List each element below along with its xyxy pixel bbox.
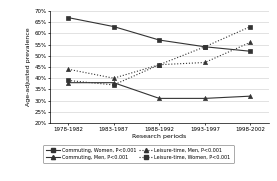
Y-axis label: Age-adjusted prevalence: Age-adjusted prevalence	[27, 28, 32, 106]
Legend: Commuting, Women, P<0.001, Commuting, Men, P<0.001, Leisure-time, Men, P<0.001, : Commuting, Women, P<0.001, Commuting, Me…	[43, 145, 234, 163]
X-axis label: Research periods: Research periods	[132, 134, 186, 139]
